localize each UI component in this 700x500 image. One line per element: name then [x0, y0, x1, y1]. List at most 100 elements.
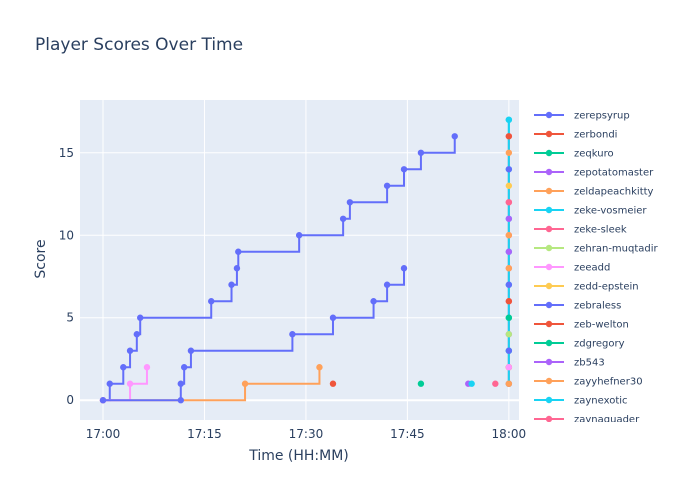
chart-title: Player Scores Over Time: [35, 35, 243, 55]
legend-swatch-marker: [545, 206, 553, 214]
legend-item[interactable]: zeqkuro: [534, 149, 614, 160]
legend-item[interactable]: zeeadd: [534, 263, 610, 274]
x-axis-title: Time (HH:MM): [248, 448, 349, 464]
legend-item[interactable]: zaynaquader: [534, 415, 640, 426]
legend-swatch-marker: [545, 415, 553, 422]
legend-label: zeke-sleek: [574, 225, 627, 236]
x-tick-label: 17:15: [187, 427, 222, 441]
data-point: [451, 133, 458, 140]
legend-item[interactable]: zayyhefner30: [534, 377, 643, 388]
legend-item[interactable]: zepotatomaster: [534, 168, 654, 179]
data-point: [505, 298, 513, 305]
legend-swatch-marker: [545, 130, 553, 138]
legend-item[interactable]: zehran-muqtadir: [534, 244, 659, 255]
legend-label: zeeadd: [574, 263, 610, 274]
data-point: [339, 215, 347, 222]
legend-item[interactable]: zeb-welton: [534, 320, 629, 331]
data-point: [180, 364, 188, 371]
legend-swatch-marker: [545, 168, 553, 176]
x-tick-label: 17:30: [289, 427, 324, 441]
legend-label: zepotatomaster: [574, 168, 654, 179]
y-axis-title: Score: [33, 239, 49, 278]
data-point: [505, 265, 513, 272]
legend-swatch-marker: [545, 377, 553, 385]
data-point: [383, 182, 391, 189]
data-point: [370, 298, 377, 305]
legend-swatch-marker: [545, 225, 553, 233]
data-point: [505, 281, 513, 288]
legend-label: zaynexotic: [574, 396, 628, 407]
legend-swatch-marker: [545, 301, 553, 309]
data-point: [505, 133, 513, 140]
legend-items: zerepsyrup zerbondi zeqkuro zepotatomaster z…: [534, 111, 659, 426]
legend-swatch-marker: [545, 339, 553, 347]
x-tick-label: 17:00: [86, 427, 121, 441]
legend-label: zeldapeachkitty: [574, 187, 654, 198]
legend-swatch-marker: [545, 111, 553, 119]
series-zeke-vosmeier: [468, 380, 475, 387]
data-point: [133, 331, 141, 338]
data-point: [208, 298, 215, 305]
legend-swatch-marker: [545, 282, 553, 290]
data-point: [126, 347, 134, 354]
data-point: [329, 380, 337, 387]
data-point: [505, 232, 513, 239]
data-point: [505, 364, 513, 371]
legend-item[interactable]: zedd-epstein: [534, 282, 639, 293]
data-point: [329, 314, 337, 321]
legend-item[interactable]: zaynexotic: [534, 396, 628, 407]
y-tick-label: 5: [66, 311, 74, 325]
data-point: [235, 248, 242, 255]
series-zeke-sleek: [492, 380, 499, 387]
legend-item[interactable]: zerepsyrup: [534, 111, 630, 122]
legend-label: zerbondi: [574, 130, 617, 141]
legend-label: zayyhefner30: [574, 377, 643, 388]
series-zebraless: [99, 265, 408, 404]
data-point: [383, 281, 391, 288]
legend-label: zerepsyrup: [574, 111, 630, 122]
data-point: [346, 199, 354, 206]
legend-item[interactable]: zdgregory: [534, 339, 625, 350]
legend-swatch-marker: [545, 358, 553, 366]
legend-item[interactable]: zebraless: [534, 301, 621, 312]
legend-item[interactable]: zeldapeachkitty: [534, 187, 654, 198]
legend-swatch-marker: [545, 187, 553, 195]
legend-item[interactable]: zeke-sleek: [534, 225, 627, 236]
data-point: [316, 364, 323, 371]
legend-label: zdgregory: [574, 339, 625, 350]
data-point: [505, 331, 513, 338]
data-point: [492, 380, 499, 387]
legend-label: zb543: [574, 358, 605, 369]
y-tick-label: 0: [66, 393, 74, 407]
legend-item[interactable]: zerbondi: [534, 130, 617, 141]
legend-label: zeke-vosmeier: [574, 206, 647, 217]
legend-swatch-marker: [545, 263, 553, 271]
data-point: [505, 149, 513, 156]
legend-item[interactable]: zb543: [534, 358, 605, 369]
series-zerbondi: [329, 380, 337, 387]
y-tick-label: 15: [59, 146, 74, 160]
legend-swatch-marker: [545, 244, 553, 252]
data-point: [417, 380, 425, 387]
series-layer: [99, 116, 513, 404]
data-point: [295, 232, 303, 239]
data-point: [417, 149, 425, 156]
data-point: [400, 265, 408, 272]
legend-item[interactable]: zeke-vosmeier: [534, 206, 647, 217]
legend-swatch-marker: [545, 320, 553, 328]
legend-label: zedd-epstein: [574, 282, 639, 293]
data-point: [137, 314, 144, 321]
y-tick-label: 10: [59, 228, 74, 242]
legend: zerepsyrup zerbondi zeqkuro zepotatomaster z…: [534, 111, 659, 426]
data-point: [177, 380, 184, 387]
data-point: [505, 248, 513, 255]
data-point: [505, 199, 513, 206]
data-point: [400, 166, 408, 173]
x-tick-label: 17:45: [390, 427, 425, 441]
data-point: [106, 380, 113, 387]
legend-label: zehran-muqtadir: [574, 244, 659, 255]
data-point: [505, 182, 513, 189]
vertical-stack: [505, 116, 513, 387]
data-point: [228, 281, 235, 288]
